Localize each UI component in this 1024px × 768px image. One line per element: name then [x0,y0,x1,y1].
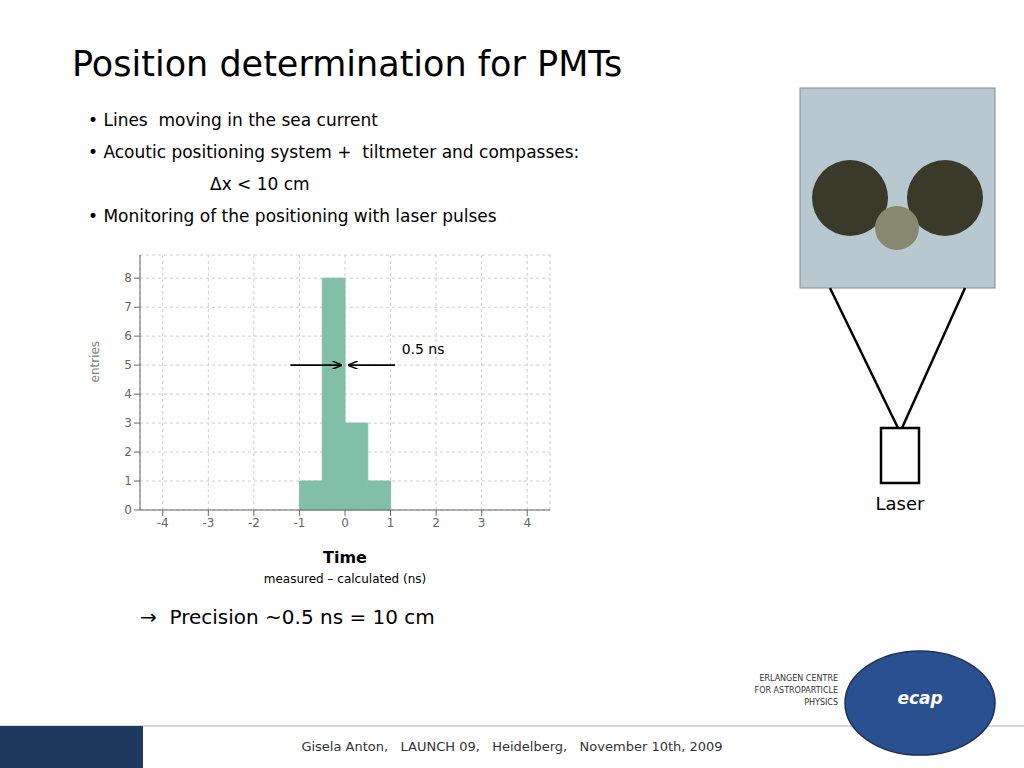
svg-text:4: 4 [523,516,531,530]
svg-text:-2: -2 [248,516,260,530]
svg-text:3: 3 [124,416,132,430]
svg-text:-1: -1 [293,516,305,530]
html-text:Position determination for PMT: Position determination for PMTs [72,44,623,84]
svg-text:-4: -4 [157,516,169,530]
svg-text:0.5 ns: 0.5 ns [402,341,445,357]
svg-text:2: 2 [432,516,440,530]
svg-text:2: 2 [124,445,132,459]
svg-text:1: 1 [387,516,395,530]
html-text:Laser: Laser [875,493,925,514]
html-text:Time: Time [323,548,367,567]
svg-text:5: 5 [124,358,132,372]
html-text:→ Precision ~0.5 ns = 10 cm: → Precision ~0.5 ns = 10 cm [140,605,435,629]
svg-text:0: 0 [124,503,132,517]
html-text:• Acoutic positioning system +: • Acoutic positioning system + tiltmeter… [88,142,580,162]
html-text:ecap: ecap [897,688,943,708]
html-text:ERLANGEN CENTRE FOR ASTROPARTI: ERLANGEN CENTRE FOR ASTROPARTICLE PHYSIC… [754,674,838,707]
html-text:• Monitoring of the positionin: • Monitoring of the positioning with las… [88,206,497,226]
html-text:Gisela Anton, LAUNCH 09, Heide: Gisela Anton, LAUNCH 09, Heidelberg, Nov… [301,739,723,754]
html-text:• Lines moving in the sea curr: • Lines moving in the sea current [88,110,378,130]
svg-text:0: 0 [341,516,349,530]
svg-text:entries: entries [88,341,102,383]
svg-text:4: 4 [124,387,132,401]
html-text:Δx < 10 cm: Δx < 10 cm [210,174,310,194]
svg-text:-3: -3 [202,516,214,530]
svg-text:3: 3 [478,516,486,530]
svg-text:1: 1 [124,474,132,488]
svg-text:7: 7 [124,300,132,314]
html-text:measured – calculated (ns): measured – calculated (ns) [263,572,427,586]
svg-text:8: 8 [124,271,132,285]
svg-text:6: 6 [124,329,132,343]
